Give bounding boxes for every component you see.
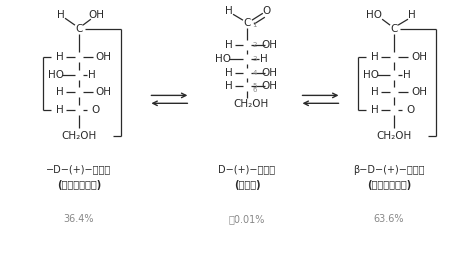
Text: O: O [407, 105, 415, 115]
Text: OH: OH [411, 87, 427, 98]
Text: 约0.01%: 约0.01% [229, 214, 265, 224]
Text: 2: 2 [253, 42, 257, 48]
Text: (开链式): (开链式) [234, 180, 260, 191]
Text: O: O [263, 6, 271, 16]
Text: 63.6%: 63.6% [374, 214, 404, 224]
Text: H: H [403, 70, 411, 80]
Text: H: H [408, 10, 416, 20]
Text: H: H [88, 70, 96, 80]
Text: HO: HO [215, 54, 231, 64]
Text: OH: OH [96, 52, 112, 62]
Text: H: H [57, 10, 65, 20]
Text: OH: OH [262, 81, 278, 91]
Text: C: C [243, 18, 251, 28]
Text: H: H [371, 87, 379, 98]
Text: H: H [225, 81, 233, 91]
Text: OH: OH [89, 10, 105, 20]
Text: 36.4%: 36.4% [64, 214, 94, 224]
Text: H: H [56, 87, 64, 98]
Text: CH₂OH: CH₂OH [376, 131, 412, 141]
Text: (环形半缩醒式): (环形半缩醒式) [57, 180, 101, 191]
Text: β−D−(+)−葡萄糖: β−D−(+)−葡萄糖 [353, 165, 425, 175]
Text: C: C [391, 24, 398, 34]
Text: CH₂OH: CH₂OH [61, 131, 97, 141]
Text: OH: OH [411, 52, 427, 62]
Text: H: H [260, 54, 268, 64]
Text: H: H [225, 40, 233, 50]
Text: C: C [75, 24, 82, 34]
Text: H: H [225, 68, 233, 78]
Text: D−(+)−葡萄糖: D−(+)−葡萄糖 [219, 165, 275, 175]
Text: 5: 5 [253, 83, 257, 90]
Text: H: H [225, 6, 233, 16]
Text: 1: 1 [253, 22, 257, 28]
Text: 4: 4 [253, 70, 257, 76]
Text: OH: OH [96, 87, 112, 98]
Text: 6: 6 [253, 87, 257, 94]
Text: 3: 3 [253, 56, 257, 62]
Text: H: H [371, 52, 379, 62]
Text: OH: OH [262, 40, 278, 50]
Text: (环形半缩醒式): (环形半缩醒式) [367, 180, 411, 191]
Text: H: H [56, 105, 64, 115]
Text: HO: HO [366, 10, 382, 20]
Text: H: H [56, 52, 64, 62]
Text: HO: HO [363, 70, 379, 80]
Text: HO: HO [48, 70, 64, 80]
Text: CH₂OH: CH₂OH [233, 99, 269, 109]
Text: H: H [371, 105, 379, 115]
Text: OH: OH [262, 68, 278, 78]
Text: −D−(+)−葡萄糖: −D−(+)−葡萄糖 [46, 165, 111, 175]
Text: O: O [91, 105, 100, 115]
